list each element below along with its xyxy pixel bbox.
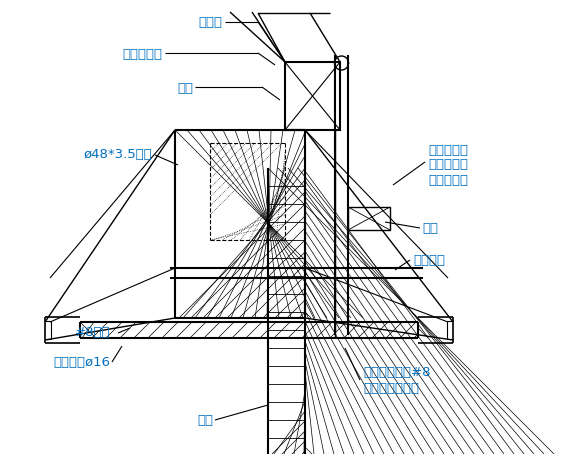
Text: 钢管组成活: 钢管组成活 <box>428 158 468 172</box>
Bar <box>348 207 390 230</box>
Text: ø48*3.5钢管: ø48*3.5钢管 <box>83 148 152 162</box>
Bar <box>285 62 340 130</box>
Text: 槽钢用铅丝扎紧: 槽钢用铅丝扎紧 <box>363 381 419 395</box>
Text: 绳梯: 绳梯 <box>177 82 193 94</box>
Text: 大钢管套小: 大钢管套小 <box>428 143 468 157</box>
Text: 双头螺栓ø16: 双头螺栓ø16 <box>53 355 110 369</box>
Text: 安全带: 安全带 <box>198 15 222 29</box>
Text: #8槽钢: #8槽钢 <box>75 326 110 340</box>
Text: 施工人员: 施工人员 <box>413 253 445 266</box>
Text: 电焊: 电焊 <box>422 222 438 235</box>
Text: 钢柱: 钢柱 <box>197 414 213 426</box>
Text: 脚手板两端与#8: 脚手板两端与#8 <box>363 365 431 379</box>
Text: 落差保护器: 落差保护器 <box>122 49 162 61</box>
Text: 动栏杆立杆: 动栏杆立杆 <box>428 173 468 187</box>
